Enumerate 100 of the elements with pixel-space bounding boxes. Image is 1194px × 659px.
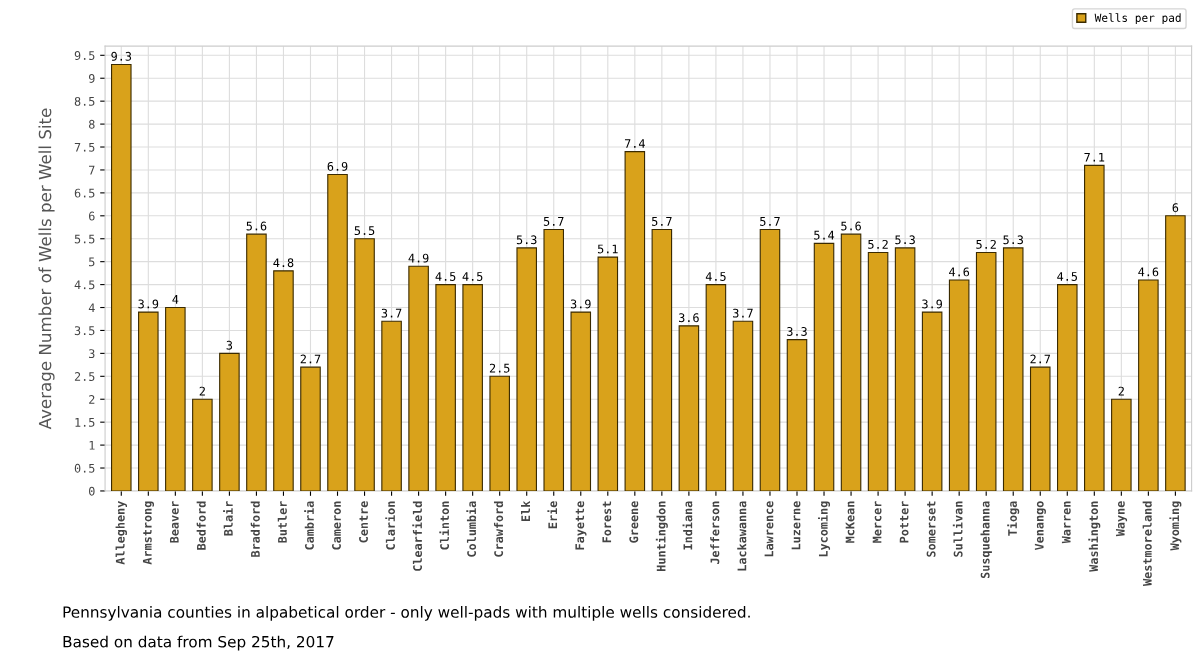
x-tick-label: Allegheny — [115, 501, 127, 565]
y-tick-label: 2 — [89, 394, 95, 404]
data-label: 3.6 — [679, 313, 699, 323]
data-label: 6.9 — [327, 161, 348, 171]
x-tick-label: Lawrence — [764, 501, 774, 557]
data-label: 4 — [172, 295, 179, 304]
data-label: 4.5 — [1057, 272, 1077, 281]
y-tick-label: 6 — [89, 211, 95, 221]
bar — [219, 352, 240, 491]
data-label: 5.5 — [354, 226, 375, 236]
data-label: 5.2 — [868, 239, 888, 249]
x-tick-label: Crawford — [493, 501, 504, 557]
bar — [111, 63, 132, 491]
data-label: 4.5 — [462, 272, 483, 281]
bar — [138, 311, 159, 491]
data-label: 3.3 — [787, 327, 807, 336]
x-tick-label: Beaver — [169, 501, 179, 543]
bar — [597, 256, 619, 491]
x-tick-label: McKean — [845, 501, 855, 543]
x-tick-label: Sullivan — [952, 501, 963, 557]
bar — [1165, 215, 1186, 491]
bar — [1029, 366, 1051, 491]
data-label: 5.7 — [760, 217, 780, 226]
bar — [570, 311, 592, 491]
data-label: 4.5 — [435, 272, 456, 281]
data-label: 2.7 — [1030, 354, 1051, 364]
x-tick-label: Bradford — [250, 501, 260, 557]
x-tick-label: Butler — [277, 501, 287, 543]
bar — [759, 229, 781, 491]
data-label: 5.4 — [814, 230, 835, 240]
y-tick-label: 9 — [88, 73, 95, 83]
data-label: 9.3 — [111, 51, 132, 61]
y-tick-label: 8 — [89, 119, 95, 129]
x-tick-label: Wayne — [1115, 501, 1128, 537]
y-tick-label: 2.5 — [74, 372, 95, 381]
bar — [273, 270, 294, 491]
x-tick-label: Columbia — [466, 501, 477, 557]
bar — [948, 279, 970, 491]
bar — [867, 251, 889, 491]
x-tick-label: Clearfield — [412, 501, 423, 571]
bar — [300, 366, 321, 491]
data-label: 5.6 — [841, 221, 861, 231]
y-tick-label: 4.5 — [74, 280, 95, 290]
bar — [165, 306, 186, 491]
y-tick-label: 6.5 — [74, 188, 95, 198]
x-tick-label: Jefferson — [710, 501, 720, 565]
y-tick-label: 9.5 — [74, 51, 95, 60]
x-tick-label: Forest — [602, 501, 612, 543]
x-tick-label: Blair — [223, 501, 233, 536]
x-tick-label: Tioga — [1007, 501, 1020, 536]
bar — [921, 311, 943, 491]
data-label: 5.6 — [246, 221, 267, 231]
data-label: 5.3 — [895, 235, 915, 245]
bar — [894, 247, 916, 491]
x-tick-label: Centre — [359, 501, 368, 543]
data-label: 4.5 — [705, 272, 726, 281]
data-label: 5.7 — [652, 217, 672, 226]
x-tick-label: Lycoming — [817, 501, 831, 557]
x-tick-label: Clinton — [439, 501, 450, 550]
data-label: 7.1 — [1084, 152, 1105, 162]
y-tick-label: 5 — [89, 257, 95, 267]
x-tick-label: Erie — [547, 501, 558, 529]
bar — [678, 325, 700, 491]
data-label: 2.7 — [300, 354, 321, 364]
bar — [1056, 284, 1078, 491]
x-tick-label: Wyoming — [1169, 501, 1182, 551]
data-label: 6 — [1172, 203, 1179, 213]
x-tick-label: Cameron — [332, 501, 341, 550]
y-tick-label: 5.5 — [74, 234, 95, 244]
data-label: 3.9 — [138, 299, 159, 309]
x-tick-label: Huntingdon — [655, 501, 668, 571]
y-tick-label: 3.5 — [74, 326, 95, 336]
text: Based on data from Sep 25th, 2017 — [63, 635, 334, 651]
bar — [408, 265, 429, 491]
x-tick-label: Luzerne — [791, 501, 801, 550]
data-label: 5.1 — [597, 244, 618, 254]
text: Pennsylvania counties in alpabetical order - only well-pads with multiple wells considered. — [63, 605, 750, 621]
y-tick-label: 0.5 — [74, 463, 95, 473]
bar — [543, 229, 565, 491]
data-label: 4.6 — [949, 267, 970, 277]
data-label: 5.3 — [516, 235, 537, 245]
x-tick-label: Cambria — [304, 501, 314, 550]
bar — [813, 242, 835, 491]
data-label: 5.7 — [543, 217, 564, 226]
data-label: 5.2 — [976, 239, 996, 249]
data-label: 2.5 — [489, 363, 510, 373]
x-tick-label: Washington — [1088, 501, 1101, 572]
data-label: 3.9 — [570, 299, 591, 309]
legend-label: Wells per pad — [1094, 13, 1181, 25]
bar — [1138, 279, 1159, 491]
data-label: 4.8 — [273, 258, 294, 268]
x-tick-label: Venango — [1034, 501, 1046, 551]
y-tick-label: 4 — [88, 303, 95, 313]
bar — [354, 238, 375, 491]
x-tick-label: Somerset — [926, 501, 936, 557]
bar — [327, 173, 348, 491]
bar — [975, 251, 997, 491]
x-tick-label: Susquehanna — [980, 501, 992, 579]
y-tick-label: 1.5 — [75, 418, 95, 427]
data-label: 4.6 — [1138, 267, 1159, 277]
